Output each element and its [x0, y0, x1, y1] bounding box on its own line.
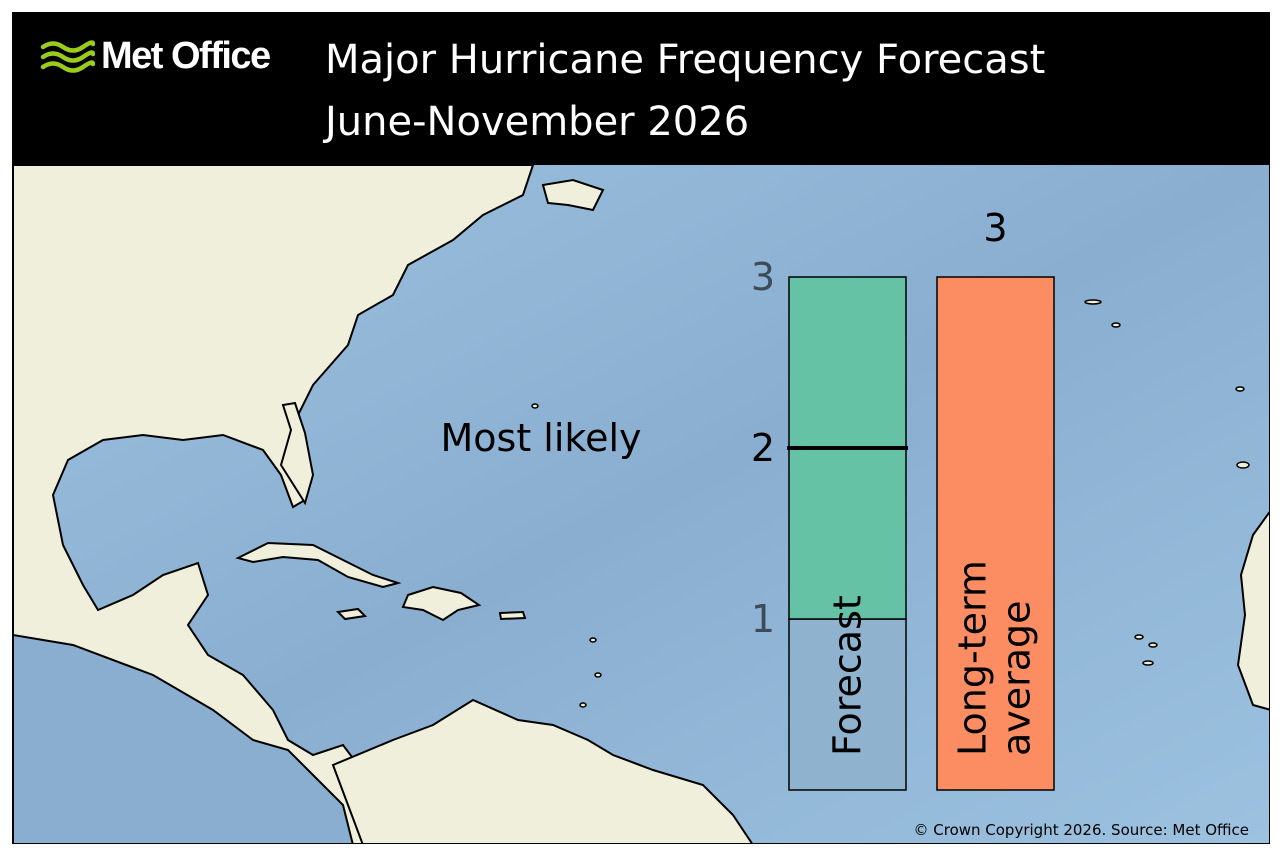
- land-hispaniola: [401, 585, 482, 622]
- map-background: [13, 165, 1269, 843]
- atlantic-basin-map: [13, 165, 1269, 843]
- header-bar: Met Office Major Hurricane Frequency For…: [13, 13, 1269, 165]
- land-florida: [279, 401, 315, 506]
- land-africa: [1236, 511, 1269, 711]
- chart-subtitle: June-November 2026: [325, 99, 750, 145]
- land-south-america: [331, 698, 753, 843]
- land-jamaica: [335, 607, 368, 621]
- chart-title: Major Hurricane Frequency Forecast: [325, 37, 1046, 83]
- land-puerto-rico: [498, 610, 527, 621]
- logo-wordmark: Met Office: [101, 35, 271, 77]
- land-pacific-inset: [13, 633, 354, 843]
- met-office-logo: Met Office: [39, 35, 271, 78]
- land-cuba: [235, 541, 402, 589]
- land-newfoundland: [541, 178, 605, 212]
- small-islands: [531, 299, 1250, 708]
- copyright-notice: © Crown Copyright 2026. Source: Met Offi…: [913, 821, 1249, 839]
- infographic-frame: Most likely 1 2 3 3 Forecast Long-term average…: [12, 12, 1270, 844]
- met-office-wave-logo-icon: [40, 39, 95, 73]
